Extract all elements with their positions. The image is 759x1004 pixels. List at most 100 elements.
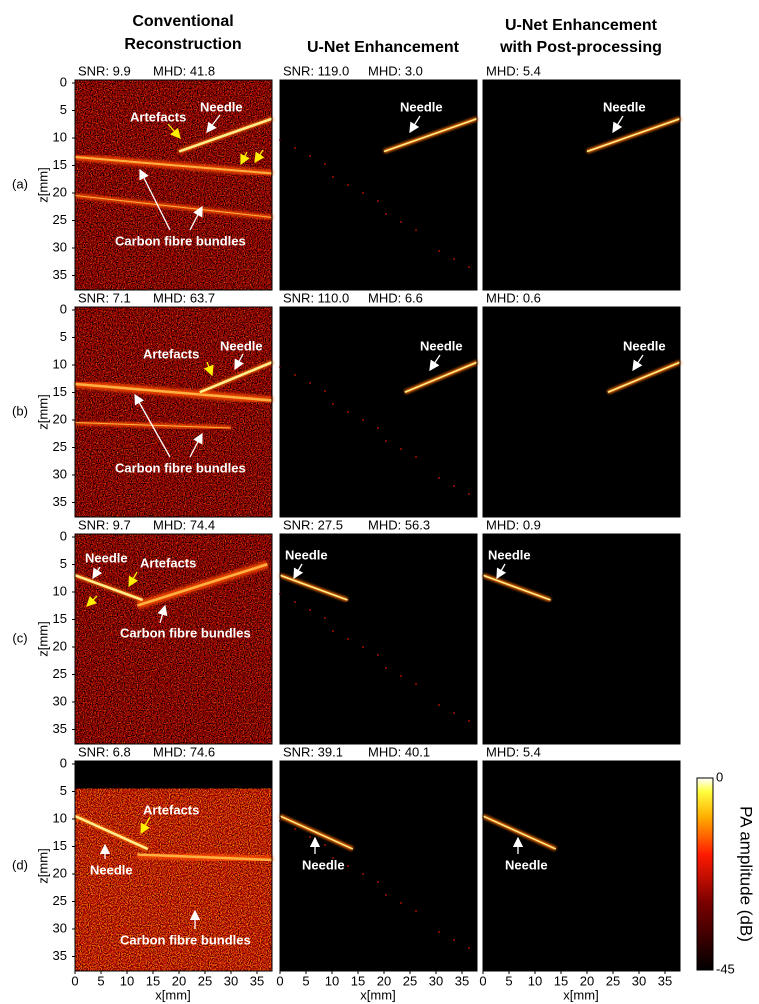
z-tick-label: 25: [53, 666, 67, 681]
speckle: [294, 828, 296, 830]
metric: SNR: 119.0: [283, 63, 349, 78]
arrow: [157, 604, 168, 624]
z-tick-label: 20: [53, 638, 67, 653]
speckle: [468, 720, 470, 722]
speckle: [385, 213, 387, 215]
colorbar: [696, 777, 714, 971]
x-tick-label: 35: [250, 973, 264, 988]
fibre: [74, 382, 273, 402]
x-tick-label: 20: [377, 973, 391, 988]
speckle: [377, 881, 379, 883]
z-tick-label: 20: [53, 411, 67, 426]
speckle: [362, 419, 364, 421]
x-axis-label: x[mm]: [563, 987, 598, 1002]
panel-border: [482, 533, 681, 745]
panel-border: [482, 760, 681, 972]
speckle: [347, 638, 349, 640]
metric: SNR: 7.1: [78, 290, 131, 305]
arrow: [140, 816, 151, 835]
panel-border: [74, 79, 273, 291]
arrow: [254, 149, 265, 164]
metric: MHD: 5.4: [486, 63, 541, 78]
speckle: [415, 229, 417, 231]
image-panel: Needle Artefacts Carbon fibre bundles: [74, 760, 273, 972]
x-tick-label: 15: [351, 973, 365, 988]
x-tick-label: 0: [71, 973, 78, 988]
annotation: Carbon fibre bundles: [115, 233, 246, 248]
arrow: [612, 115, 624, 134]
image-panel: Needle: [279, 760, 478, 972]
annotation: Needle: [220, 338, 263, 353]
image-panel: Needle Artefacts Carbon fibre bundles: [74, 79, 274, 291]
metric: MHD: 40.1: [368, 744, 430, 759]
speckle: [415, 910, 417, 912]
speckle: [453, 939, 455, 941]
metric: SNR: 6.8: [78, 744, 131, 759]
z-tick-label: 30: [53, 466, 67, 481]
needle: [404, 361, 478, 393]
panel-background: [483, 761, 680, 971]
speckle: [453, 712, 455, 714]
annotation: Needle: [285, 547, 328, 562]
fibre: [137, 563, 268, 607]
panel-border: [279, 79, 478, 291]
panel-background: [483, 80, 680, 290]
noise-texture: [75, 788, 272, 971]
speckle: [362, 646, 364, 648]
needle: [482, 574, 551, 601]
z-axis-label: z[mm]: [35, 167, 50, 202]
z-axis-label: z[mm]: [35, 848, 50, 883]
z-tick-label: 10: [53, 356, 67, 371]
x-axis-label: x[mm]: [360, 987, 395, 1002]
row-label: (b): [12, 403, 28, 418]
speckle: [332, 857, 334, 859]
z-tick-label: 35: [53, 267, 67, 282]
speckle: [377, 427, 379, 429]
arrow: [234, 353, 244, 371]
speckle: [324, 844, 326, 846]
needle: [199, 360, 274, 394]
speckle: [332, 403, 334, 405]
annotation: Artefacts: [130, 109, 186, 124]
speckle: [453, 258, 455, 260]
panel-background: [483, 534, 680, 744]
metric: MHD: 5.4: [486, 744, 541, 759]
annotation: Needle: [200, 99, 243, 114]
annotation: Needle: [603, 99, 646, 114]
arrow: [293, 563, 304, 580]
speckle: [385, 440, 387, 442]
row-label: (a): [12, 176, 28, 191]
fibre: [74, 195, 273, 218]
speckle: [400, 902, 402, 904]
image-panel: Needle Artefacts Carbon fibre bundles: [74, 533, 273, 745]
z-tick-label: 15: [53, 157, 67, 172]
panel-border: [74, 760, 273, 972]
column-title: U-Net Enhancement: [307, 39, 460, 56]
speckle: [324, 163, 326, 165]
speckle: [347, 865, 349, 867]
image-panel: Needle: [279, 533, 478, 745]
z-tick-label: 30: [53, 920, 67, 935]
colorbar-tick-label: -45: [716, 961, 735, 976]
annotation: Needle: [85, 550, 128, 565]
z-tick-label: 15: [53, 611, 67, 626]
z-tick-label: 0: [60, 528, 67, 543]
speckle: [332, 630, 334, 632]
x-tick-label: 30: [632, 973, 646, 988]
speckle: [309, 382, 311, 384]
annotation: Carbon fibre bundles: [120, 932, 251, 947]
arrow: [92, 566, 103, 580]
annotation: Artefacts: [140, 555, 196, 570]
noise-texture: [75, 534, 272, 744]
fibre: [74, 156, 273, 175]
x-tick-label: 25: [403, 973, 417, 988]
metric: SNR: 27.5: [283, 517, 343, 532]
metric: MHD: 56.3: [368, 517, 430, 532]
needle: [586, 117, 681, 153]
speckle: [332, 176, 334, 178]
x-tick-label: 15: [554, 973, 568, 988]
z-tick-label: 35: [53, 494, 67, 509]
image-panel: Needle: [482, 533, 681, 745]
metric: MHD: 0.6: [486, 290, 541, 305]
x-tick-label: 15: [146, 973, 160, 988]
